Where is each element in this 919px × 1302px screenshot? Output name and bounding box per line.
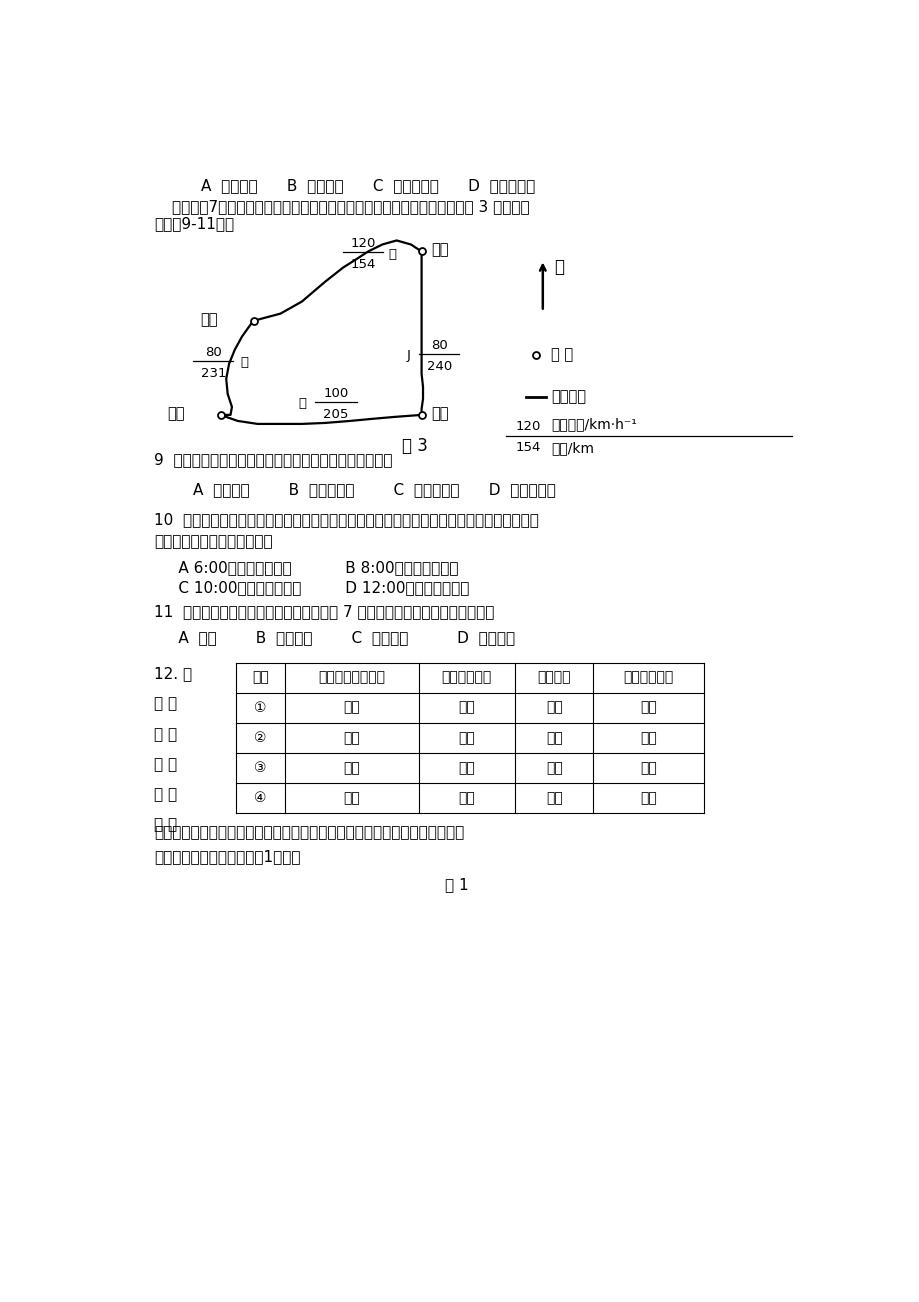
Text: 小明同学7月从重庆出发到贵州湾节旅游，收集到的相关高速公路信息如图 3 所示，据: 小明同学7月从重庆出发到贵州湾节旅游，收集到的相关高速公路信息如图 3 所示，据	[172, 199, 529, 215]
Text: ③: ③	[254, 760, 267, 775]
Text: 120: 120	[516, 421, 540, 434]
Text: A  持续下降      B  持续抬升      C  间歇性下降      D  间歇性抬升: A 持续下降 B 持续抬升 C 间歇性下降 D 间歇性抬升	[200, 178, 534, 193]
Text: 生产该商品相关的判断如表1所示。: 生产该商品相关的判断如表1所示。	[154, 849, 301, 865]
Text: 增加: 增加	[640, 790, 656, 805]
Text: 11  避暑是小明此次旅游的目的之一。导致 7 月湾节气温较重庆低的主导因素是: 11 避暑是小明此次旅游的目的之一。导致 7 月湾节气温较重庆低的主导因素是	[154, 604, 494, 620]
Text: 动 价: 动 价	[154, 786, 177, 802]
Text: 城 市: 城 市	[550, 348, 573, 362]
Text: 序号: 序号	[252, 671, 268, 685]
Text: 231: 231	[200, 367, 226, 380]
Text: 乙: 乙	[240, 357, 248, 370]
Text: 表 1: 表 1	[445, 878, 469, 892]
Text: 降低: 降低	[458, 730, 475, 745]
Text: 80: 80	[431, 339, 448, 352]
Text: 增加: 增加	[458, 760, 475, 775]
Text: 10  小明若从重庆出发乘长途客车经遵义至湾节，为免受阳光长时间照射且能欣赏窗外风景，: 10 小明若从重庆出发乘长途客车经遵义至湾节，为免受阳光长时间照射且能欣赏窗外风…	[154, 512, 539, 527]
Text: 205: 205	[323, 408, 348, 421]
Text: 不变: 不变	[640, 760, 656, 775]
Text: 値 理: 値 理	[154, 816, 177, 832]
Text: 12. 根: 12. 根	[154, 667, 192, 681]
Text: J: J	[406, 349, 411, 362]
Text: A  车流量大        B  平均坡度大        C  雾霾天气多      D  两侧村庄多: A 车流量大 B 平均坡度大 C 雾霾天气多 D 两侧村庄多	[154, 482, 555, 497]
Text: 里程/km: 里程/km	[550, 441, 594, 454]
Text: ②: ②	[254, 730, 267, 745]
Text: ④: ④	[254, 790, 267, 805]
Text: 商品数量: 商品数量	[537, 671, 571, 685]
Text: 甲: 甲	[389, 247, 396, 260]
Text: 高速公路: 高速公路	[550, 389, 585, 405]
Text: 北: 北	[553, 258, 563, 276]
Text: 降低: 降低	[545, 760, 562, 775]
Text: 丙: 丙	[298, 397, 306, 410]
Text: 154: 154	[516, 441, 540, 454]
Text: 120: 120	[350, 237, 375, 250]
Text: 增加: 增加	[545, 700, 562, 715]
Text: 缩短: 缩短	[343, 730, 359, 745]
Text: 9  乙路段和丁路段平均限速均较低的原因可能是这条路段: 9 乙路段和丁路段平均限速均较低的原因可能是这条路段	[154, 452, 392, 467]
Text: 遵义: 遵义	[430, 406, 448, 422]
Text: 商品价値总量: 商品价値总量	[623, 671, 673, 685]
Text: 不变: 不变	[640, 700, 656, 715]
Text: 154: 154	[350, 259, 375, 272]
Text: 增加: 增加	[545, 790, 562, 805]
Text: 不变: 不变	[343, 790, 359, 805]
Text: A 6:00出发，左侧靠窗           B 8:00出发，右侧靠窗: A 6:00出发，左侧靠窗 B 8:00出发，右侧靠窗	[154, 560, 459, 575]
Text: 100: 100	[323, 387, 348, 400]
Text: 不变: 不变	[343, 760, 359, 775]
Text: ①: ①	[254, 700, 267, 715]
Text: 重庆: 重庆	[430, 242, 448, 256]
Text: 社会必要劳动时间: 社会必要劳动时间	[318, 671, 385, 685]
Text: 以下出发时间和坐位较好的是: 以下出发时间和坐位较好的是	[154, 534, 273, 549]
Text: 此完成9-11题。: 此完成9-11题。	[154, 216, 234, 232]
Text: 单位商品价値: 单位商品价値	[441, 671, 492, 685]
Text: 缩短: 缩短	[343, 700, 359, 715]
Text: 80: 80	[205, 346, 221, 359]
Text: 增加: 增加	[640, 730, 656, 745]
Text: 据 马: 据 马	[154, 697, 177, 712]
Text: 克 思: 克 思	[154, 727, 177, 742]
Text: 泸州: 泸州	[200, 312, 218, 327]
Text: 论，如果生产某种商品的社会劳动生产率提高，在其他条件不变的情况下，与: 论，如果生产某种商品的社会劳动生产率提高，在其他条件不变的情况下，与	[154, 825, 464, 840]
Text: A  地形        B  纬度位置        C  海陆位置          D  大气环流: A 地形 B 纬度位置 C 海陆位置 D 大气环流	[154, 630, 515, 646]
Text: 平均限速/km·h⁻¹: 平均限速/km·h⁻¹	[550, 417, 637, 431]
Text: 降低: 降低	[458, 790, 475, 805]
Text: 湾节: 湾节	[167, 406, 185, 422]
Text: 240: 240	[426, 359, 451, 372]
Text: 的 劳: 的 劳	[154, 756, 177, 772]
Text: C 10:00出发，左侧靠窗         D 12:00出发，右侧靠窗: C 10:00出发，左侧靠窗 D 12:00出发，右侧靠窗	[154, 581, 469, 595]
Text: 增加: 增加	[545, 730, 562, 745]
Text: 图 3: 图 3	[401, 437, 427, 454]
Text: 降低: 降低	[458, 700, 475, 715]
